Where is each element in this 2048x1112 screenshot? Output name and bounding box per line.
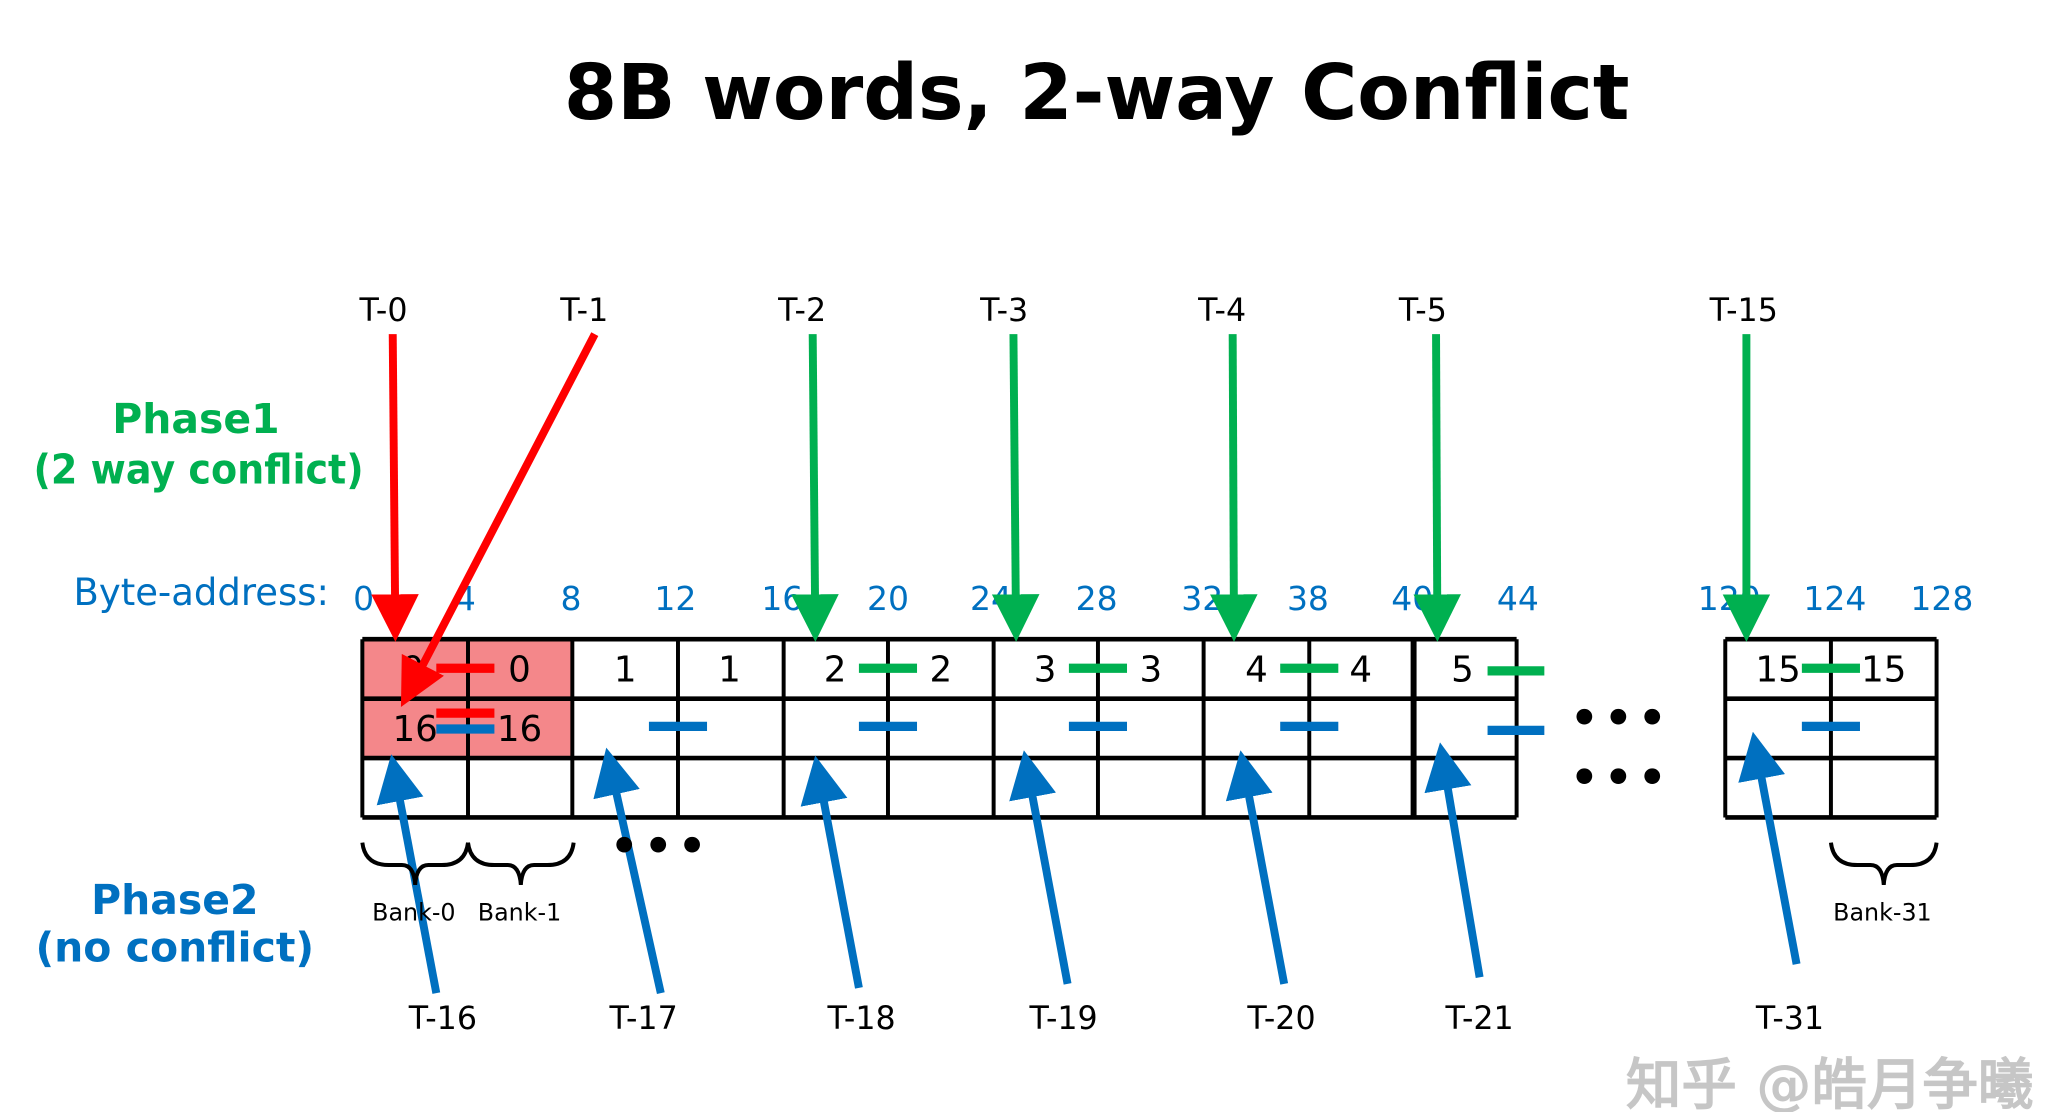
bank-31-label: Bank-31 (1833, 899, 1932, 927)
bank-word-cell: 2 (929, 649, 952, 690)
bank-word-cell: 1 (614, 649, 637, 690)
thread-access-arrow (593, 747, 665, 994)
byte-address-tick: 16 (761, 579, 803, 618)
phase1-label: Phase1 (112, 395, 279, 443)
ellipsis-row2: ••• (1570, 750, 1672, 803)
bank-word-cell: 16 (497, 709, 542, 750)
thread-access-arrow (800, 755, 863, 989)
watermark: 知乎 @皓月争曦 (1626, 1054, 2033, 1112)
thread-access-arrow (1009, 750, 1072, 985)
thread-label-bottom: T-20 (1246, 1001, 1315, 1037)
thread-label-bottom: T-31 (1755, 1001, 1824, 1037)
bank-1-label: Bank-1 (478, 899, 561, 927)
byte-address-tick: 12 (654, 579, 696, 618)
thread-label-top: T-0 (358, 293, 407, 329)
byte-address-tick: 40 (1391, 579, 1433, 618)
byte-address-tick: 120 (1698, 579, 1761, 618)
bank-word-cell: 3 (1139, 649, 1162, 690)
thread-label-top: T-4 (1197, 293, 1246, 329)
phase2-sublabel: (no conflict) (35, 923, 314, 971)
thread-label-top: T-15 (1709, 293, 1778, 329)
phase2-label: Phase2 (91, 876, 258, 924)
thread-access-arrow (400, 332, 599, 707)
byte-address-tick: 38 (1287, 579, 1329, 618)
bank-0-label: Bank-0 (372, 899, 455, 927)
thread-access-arrow (991, 334, 1040, 642)
brace-bank-31 (1828, 842, 1939, 886)
phase1-sublabel: (2 way conflict) (34, 445, 364, 493)
thread-access-arrow (371, 334, 419, 642)
thread-label-top: T-5 (1398, 293, 1447, 329)
thread-label-bottom: T-16 (408, 1001, 477, 1037)
bank-word-cell: 16 (392, 709, 437, 750)
byte-address-tick: 44 (1497, 579, 1539, 618)
byte-address-tick: 28 (1076, 579, 1118, 618)
byte-address-tick: 128 (1910, 579, 1973, 618)
thread-label-top: T-3 (979, 293, 1028, 329)
bank-word-cell: 15 (1861, 649, 1906, 690)
thread-label-top: T-2 (777, 293, 826, 329)
bank-word-cell: 5 (1451, 649, 1474, 690)
bank-word-cell: 15 (1755, 649, 1800, 690)
byte-address-tick: 8 (561, 579, 582, 618)
byte-address-tick: 20 (867, 579, 909, 618)
thread-label-bottom: T-17 (609, 1001, 678, 1037)
bank-word-cell: 0 (508, 649, 531, 690)
byte-address-tick: 0 (353, 579, 374, 618)
thread-label-bottom: T-21 (1445, 1001, 1514, 1037)
thread-label-bottom: T-18 (826, 1001, 895, 1037)
thread-label-top: T-1 (559, 293, 608, 329)
thread-access-arrow (791, 334, 839, 642)
byte-address-label: Byte-address: (73, 571, 329, 614)
thread-access-arrow (1225, 750, 1289, 985)
brace-bank-0 (360, 842, 470, 886)
ellipsis-banks: ••• (610, 819, 712, 872)
diagram-title: 8B words, 2-way Conflict (564, 49, 1630, 138)
thread-access-arrow (1210, 334, 1258, 642)
byte-address-tick: 124 (1803, 579, 1866, 618)
thread-access-arrow (1738, 731, 1801, 965)
byte-address-tick: 32 (1181, 579, 1223, 618)
bank-word-cell: 1 (718, 649, 741, 690)
bank-word-cell: 2 (824, 649, 847, 690)
byte-address-tick: 24 (970, 579, 1012, 618)
thread-access-arrow (1424, 742, 1484, 978)
thread-access-arrow (1413, 334, 1461, 642)
brace-bank-1 (466, 842, 576, 886)
bank-word-cell: 4 (1349, 649, 1372, 690)
bank-word-cell: 4 (1245, 649, 1268, 690)
ellipsis-row1: ••• (1570, 691, 1672, 744)
bank-word-cell: 3 (1034, 649, 1057, 690)
thread-label-bottom: T-19 (1029, 1001, 1098, 1037)
